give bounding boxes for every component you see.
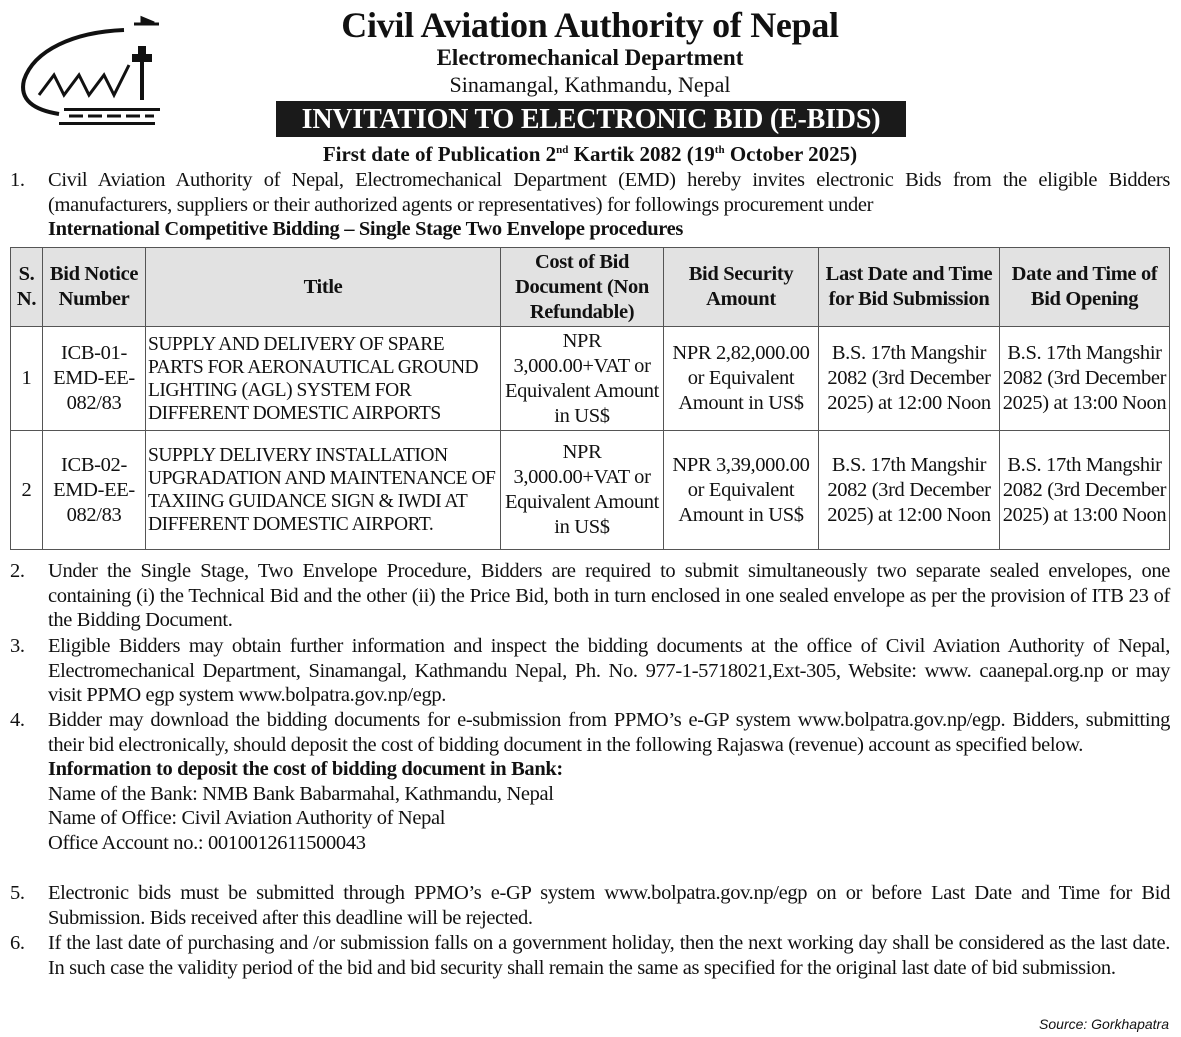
paragraph-1: 1. Civil Aviation Authority of Nepal, El… [10, 169, 1170, 241]
publication-date: First date of Publication 2nd Kartik 208… [322, 142, 858, 166]
office-name: Name of Office: Civil Aviation Authority… [48, 807, 446, 830]
address: Sinamangal, Kathmandu, Nepal [449, 72, 731, 97]
paragraph-4: 4. Bidder may download the bidding docum… [10, 709, 1170, 854]
paragraph-6: 6. If the last date of purchasing and /or… [10, 932, 1170, 979]
paragraph-5: 5. Electronic bids must be submitted thro… [10, 882, 1170, 929]
paragraph-3: 3. Eligible Bidders may obtain further in… [10, 635, 1170, 707]
table-row: 2 ICB-02-EMD-EE-082/83 SUPPLY DELIVERY I… [10, 430, 1170, 550]
bank-heading: Information to deposit the cost of biddi… [48, 758, 563, 781]
paragraph-2: 2. Under the Single Stage, Two Envelope P… [10, 560, 1170, 632]
notice-banner: INVITATION TO ELECTRONIC BID (E-BIDS) [276, 101, 906, 137]
caan-logo [21, 15, 160, 125]
bid-table: S. N. Bid Notice Number Title Cost of Bi… [10, 247, 1170, 550]
source-credit: Source: Gorkhapatra [1039, 1016, 1169, 1032]
table-header: S. N. Bid Notice Number Title Cost of Bi… [10, 247, 1170, 327]
table-row: 1 ICB-01-EMD-EE-082/83 SUPPLY AND DELIVE… [10, 326, 1170, 431]
account-number: Office Account no.: 0010012611500043 [48, 831, 366, 854]
department: Electromechanical Department [436, 45, 744, 70]
bank-name: Name of the Bank: NMB Bank Babarmahal, K… [48, 782, 554, 805]
org-title: Civil Aviation Authority of Nepal [341, 5, 839, 45]
